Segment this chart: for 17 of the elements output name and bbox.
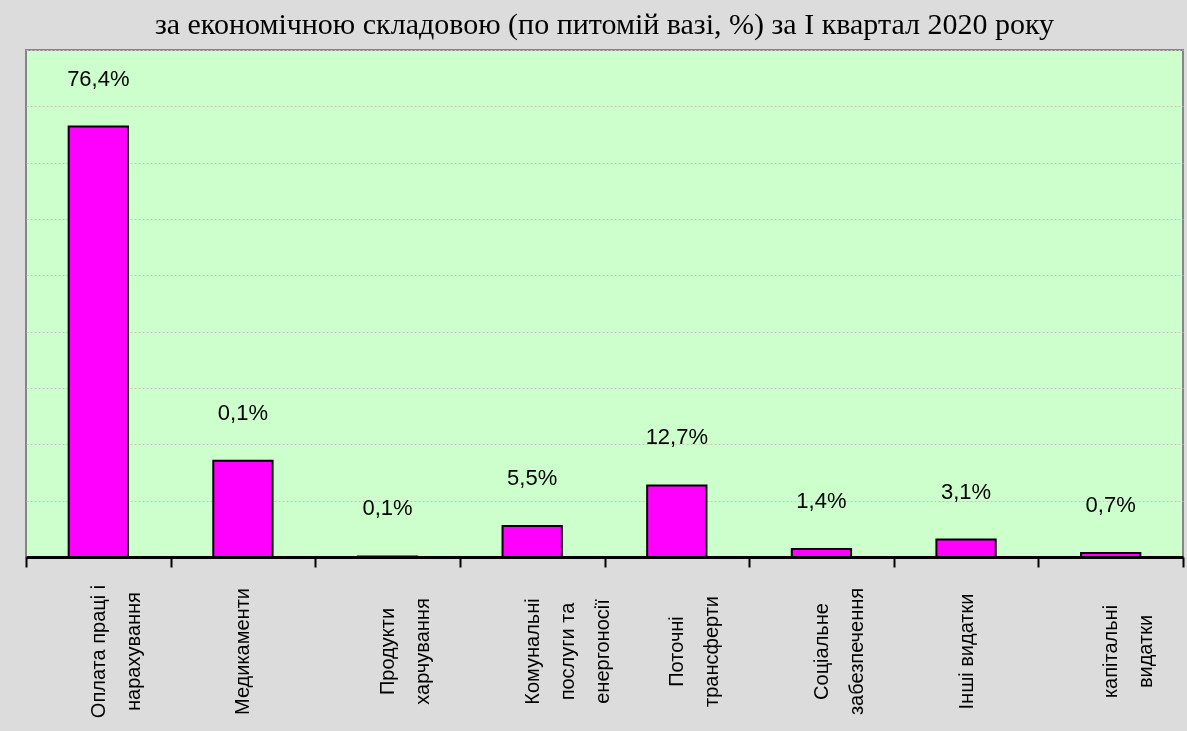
x-tick-label: Соціальне забезпечення (809, 587, 867, 716)
x-tick-label: Продукти харчування (376, 598, 434, 705)
data-label: 0,7% (1085, 492, 1136, 518)
x-tick-label: Комунальні послуги та енергоносії (520, 598, 613, 705)
x-tick-label: Медикаменти (231, 588, 254, 715)
data-label: 12,7% (645, 424, 709, 450)
chart-title: за економічною складовою (по питомій вазі, %) за І квартал 2020 року (154, 7, 1055, 41)
data-label: 5,5% (507, 465, 558, 491)
x-tick-label: Інші видатки (954, 593, 977, 710)
x-tick-label: Поточні трансферти (665, 595, 723, 708)
data-label: 76,4% (67, 65, 130, 91)
x-tick-label: Оплата праці і нарахування (86, 584, 144, 719)
data-label: 1,4% (796, 488, 847, 514)
annotation: 0,1% (217, 399, 269, 425)
data-label: 0,1% (362, 495, 413, 521)
x-tick-label: капітальні видатки (1099, 604, 1157, 699)
data-label: 3,1% (940, 478, 992, 504)
